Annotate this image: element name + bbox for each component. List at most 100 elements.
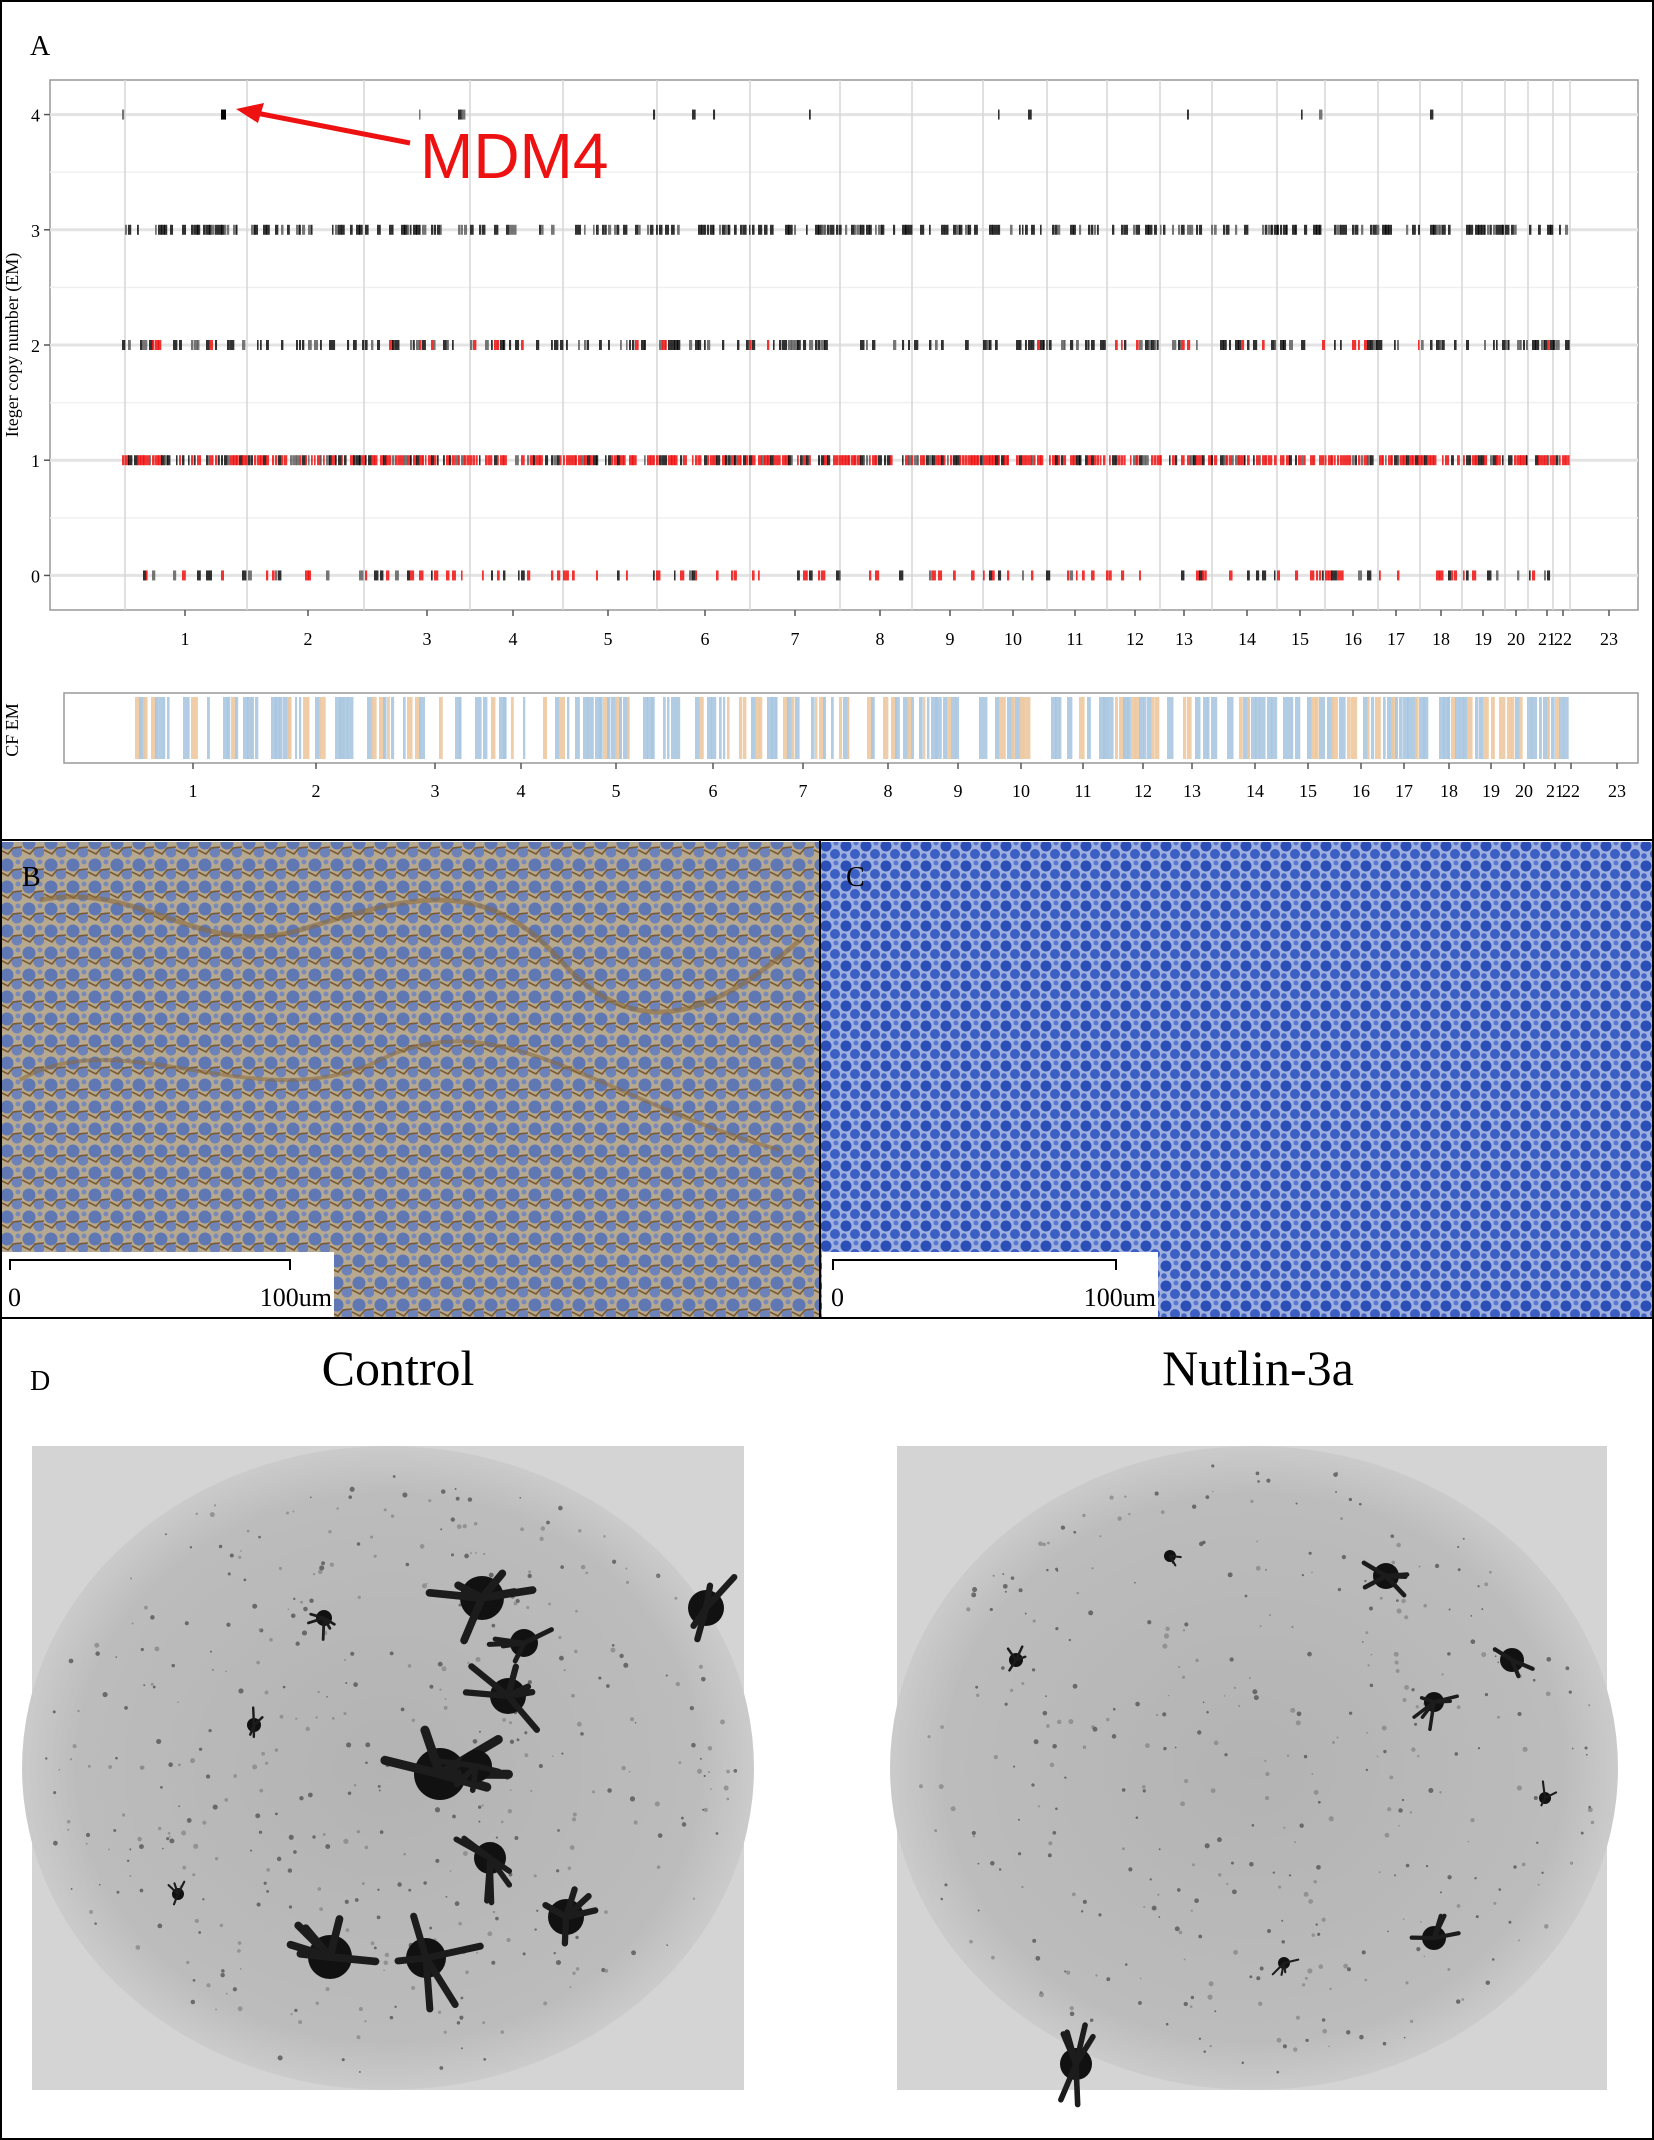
speckle: [1308, 1899, 1314, 1904]
speckle: [1477, 1746, 1481, 1750]
speckle: [1135, 1701, 1140, 1707]
speckle: [331, 1717, 335, 1720]
copy-number-segment: [158, 455, 163, 466]
copy-number-segment: [173, 570, 177, 581]
copy-number-segment: [422, 224, 427, 235]
cf-band: [135, 697, 142, 759]
copy-number-segment: [854, 455, 857, 466]
cf-band: [983, 697, 988, 759]
copy-number-segment: [1298, 455, 1301, 466]
speckle: [150, 1615, 155, 1620]
copy-number-segment: [194, 224, 199, 235]
copy-number-segment: [1091, 570, 1095, 581]
speckle: [1055, 1807, 1058, 1810]
speckle: [383, 1960, 389, 1966]
speckle: [1190, 1909, 1194, 1912]
speckle: [656, 1865, 661, 1869]
speckle: [1209, 2044, 1212, 2048]
copy-number-segment: [413, 340, 415, 350]
speckle: [166, 1837, 170, 1841]
cf-band: [255, 697, 259, 759]
copy-number-segment: [608, 455, 612, 466]
speckle: [707, 1746, 713, 1751]
x-tick-label: 2: [312, 781, 321, 801]
cf-band: [151, 697, 158, 759]
copy-number-segment: [1454, 340, 1457, 350]
cf-band: [339, 697, 345, 759]
copy-number-segment: [341, 455, 343, 466]
speckle: [1256, 1976, 1261, 1981]
copy-number-segment: [329, 340, 333, 350]
speckle: [1251, 1824, 1255, 1827]
speckle: [1155, 1713, 1159, 1717]
colony-arm: [1362, 1573, 1389, 1590]
copy-number-segment: [242, 455, 246, 466]
speckle: [1117, 1516, 1122, 1521]
copy-number-segment: [1028, 109, 1032, 120]
copy-number-segment: [515, 455, 519, 466]
copy-number-segment: [329, 455, 332, 466]
colony-arm: [437, 1758, 479, 1769]
speckle: [178, 1763, 181, 1767]
speckle: [1568, 1690, 1572, 1694]
speckle: [1456, 1705, 1461, 1710]
speckle: [940, 1725, 944, 1729]
speckle: [116, 1890, 120, 1894]
colony-arm: [326, 1953, 380, 1966]
copy-number-segment: [452, 570, 456, 581]
copy-number-segment: [434, 224, 437, 235]
copy-number-segment: [941, 455, 944, 466]
copy-number-segment: [389, 224, 393, 235]
copy-number-segment: [1397, 340, 1400, 350]
copy-number-segment: [815, 340, 818, 350]
copy-number-segment: [1469, 224, 1474, 235]
speckle: [1294, 1841, 1297, 1844]
copy-number-segment: [1478, 455, 1482, 466]
speckle: [918, 1784, 923, 1789]
copy-number-segment: [275, 455, 278, 466]
speckle: [307, 1792, 313, 1798]
speckle: [1178, 1930, 1183, 1935]
copy-number-segment: [887, 455, 891, 466]
copy-number-segment: [197, 570, 201, 581]
copy-number-segment: [416, 455, 420, 466]
speckle: [1002, 1573, 1005, 1576]
copy-number-segment: [878, 455, 882, 466]
copy-number-segment: [656, 224, 658, 235]
copy-number-segment: [956, 455, 961, 466]
speckle: [703, 1807, 708, 1812]
scale-bar-start: 0: [831, 1283, 844, 1312]
copy-number-segment: [158, 340, 162, 350]
copy-number-segment: [419, 455, 424, 466]
colony-arm: [1073, 2033, 1096, 2067]
copy-number-segment: [221, 455, 224, 466]
cf-band: [1475, 697, 1479, 759]
copy-number-segment: [1331, 570, 1334, 581]
copy-number-segment: [1145, 224, 1149, 235]
speckle: [1305, 2038, 1309, 2043]
speckle: [1301, 1983, 1306, 1987]
copy-number-segment: [869, 224, 872, 235]
copy-number-segment: [410, 570, 415, 581]
copy-number-segment: [575, 455, 578, 466]
cf-band: [1419, 697, 1426, 759]
speckle: [343, 1711, 347, 1716]
copy-number-segment: [1310, 455, 1314, 466]
speckle: [1571, 1747, 1574, 1750]
copy-number-segment: [1196, 224, 1199, 235]
colony-arm: [380, 1755, 445, 1779]
copy-number-segment: [968, 224, 972, 235]
copy-number-segment: [461, 224, 463, 235]
cf-band: [771, 697, 778, 759]
copy-number-segment: [491, 340, 493, 350]
speckle: [1485, 1980, 1491, 1985]
copy-number-segment: [893, 224, 896, 235]
copy-number-segment: [458, 455, 460, 466]
speckle: [1537, 1883, 1540, 1886]
speckle: [459, 2015, 464, 2020]
cf-band: [319, 697, 326, 759]
cf-band: [999, 697, 1004, 759]
scale-bar-background: [2, 1252, 334, 1317]
speckle: [934, 1829, 938, 1833]
copy-number-segment: [899, 570, 904, 581]
